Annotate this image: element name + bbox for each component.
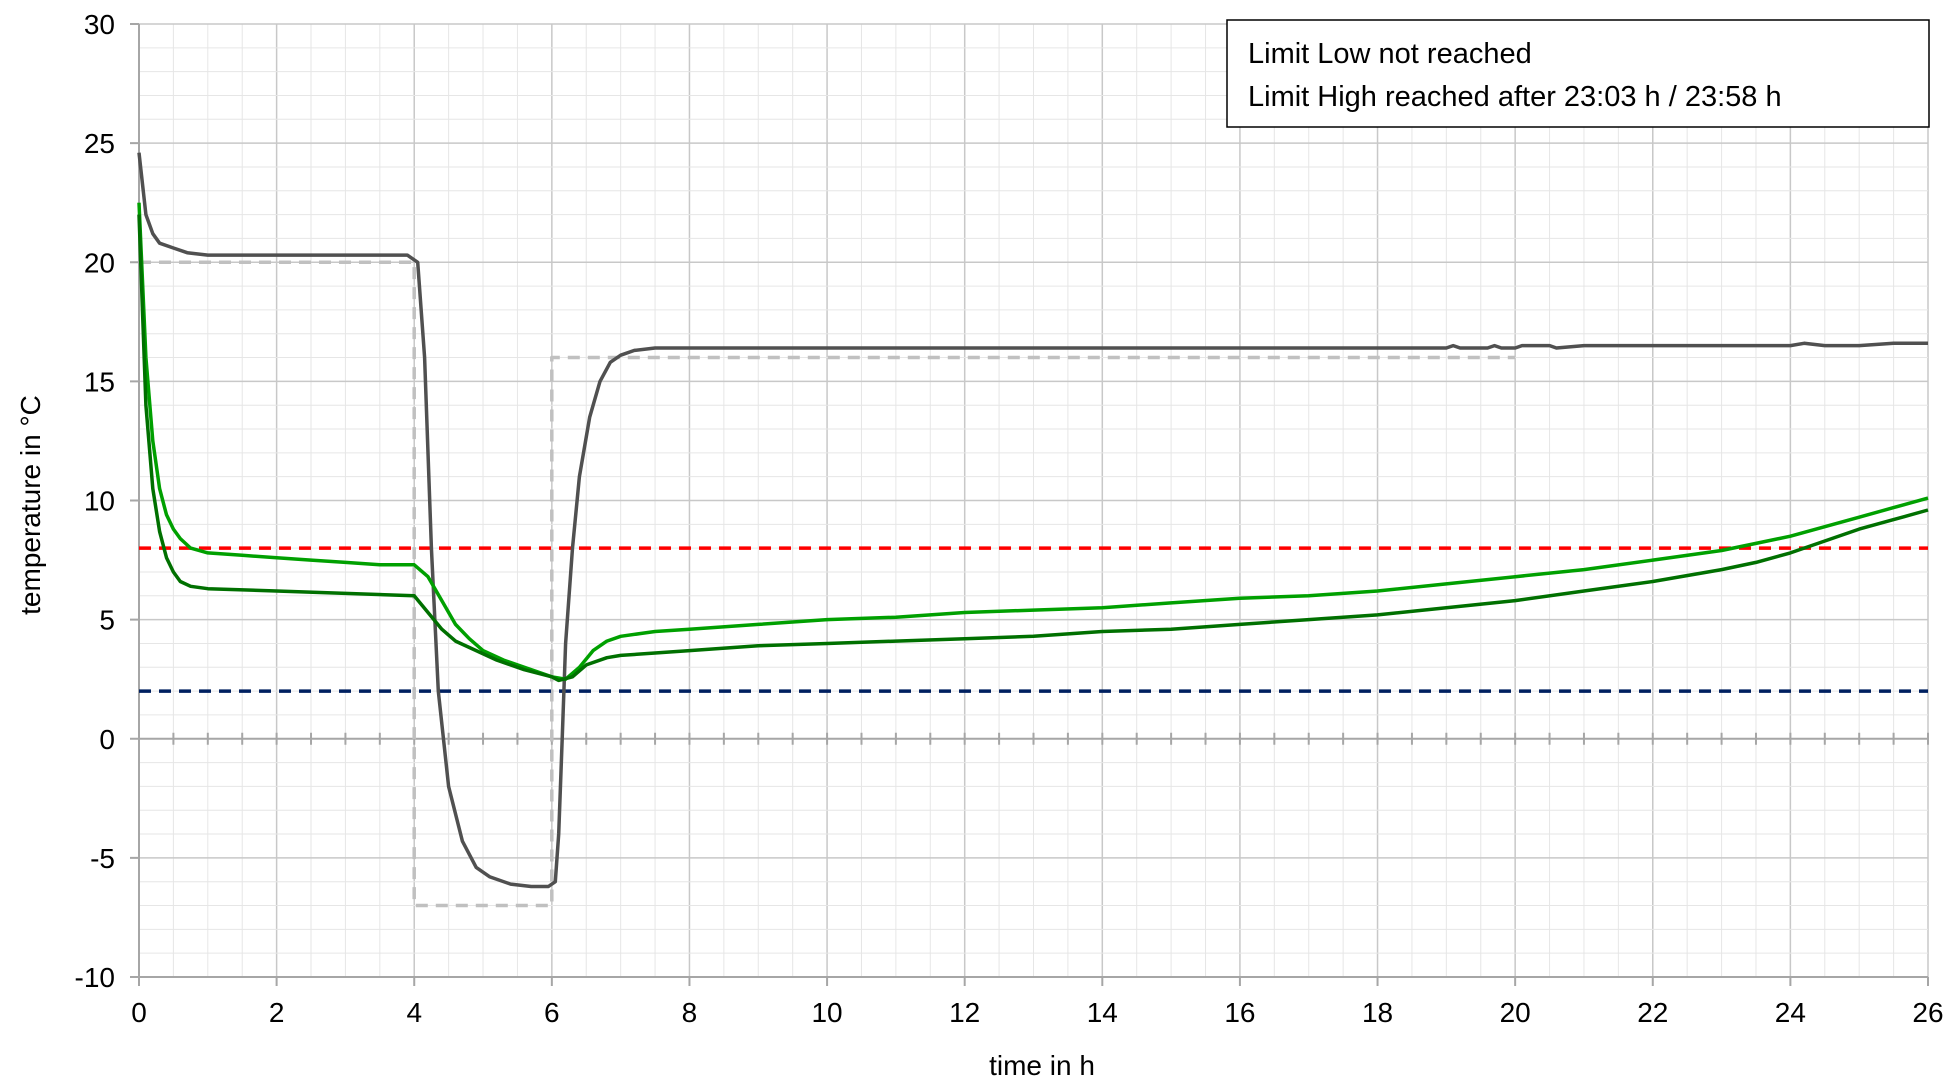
grid-lines bbox=[138, 23, 1929, 978]
x-tick-label: 22 bbox=[1637, 997, 1668, 1028]
x-tick-label: 24 bbox=[1775, 997, 1806, 1028]
x-tick-label: 20 bbox=[1500, 997, 1531, 1028]
x-tick-label: 14 bbox=[1087, 997, 1118, 1028]
x-axis-title: time in h bbox=[989, 1050, 1095, 1080]
y-tick-label: -5 bbox=[90, 843, 115, 874]
y-tick-label: 10 bbox=[84, 486, 115, 517]
x-tick-label: 2 bbox=[269, 997, 285, 1028]
x-tick-label: 0 bbox=[131, 997, 147, 1028]
y-tick-label: 0 bbox=[99, 724, 115, 755]
zero-axis bbox=[138, 732, 1929, 745]
y-tick-label: 20 bbox=[84, 247, 115, 278]
x-tick-label: 4 bbox=[406, 997, 422, 1028]
y-tick-label: 15 bbox=[84, 366, 115, 397]
x-tick-label: 8 bbox=[682, 997, 698, 1028]
y-tick-label: 30 bbox=[84, 9, 115, 40]
y-tick-label: 5 bbox=[99, 605, 115, 636]
series-line-1 bbox=[139, 260, 1516, 908]
y-tick-labels: -10 -5 0 5 10 15 20 25 30 bbox=[75, 9, 115, 993]
x-tick-label: 18 bbox=[1362, 997, 1393, 1028]
series-line-6 bbox=[137, 214, 1929, 683]
series-line-5 bbox=[137, 202, 1929, 681]
series-layer bbox=[137, 152, 1929, 908]
x-tick-label: 10 bbox=[811, 997, 842, 1028]
x-tick-label: 16 bbox=[1224, 997, 1255, 1028]
y-axis-title: temperature in °C bbox=[15, 395, 46, 615]
x-tick-labels: 0 2 4 6 8 10 12 14 16 18 20 22 24 26 bbox=[131, 997, 1943, 1028]
x-tick-label: 6 bbox=[544, 997, 560, 1028]
y-tick-label: -10 bbox=[75, 962, 115, 993]
annotation-frame bbox=[1226, 19, 1930, 128]
x-tick-label: 26 bbox=[1912, 997, 1943, 1028]
annotation-line-1: Limit Low not reached bbox=[1248, 38, 1532, 70]
x-tick-label: 12 bbox=[949, 997, 980, 1028]
y-tick-label: 25 bbox=[84, 128, 115, 159]
plot-axes bbox=[130, 23, 1929, 986]
annotation-line-2: Limit High reached after 23:03 h / 23:58… bbox=[1248, 81, 1782, 113]
series-line-4 bbox=[137, 152, 1928, 889]
annotation-box: Limit Low not reached Limit High reached… bbox=[1226, 19, 1930, 128]
